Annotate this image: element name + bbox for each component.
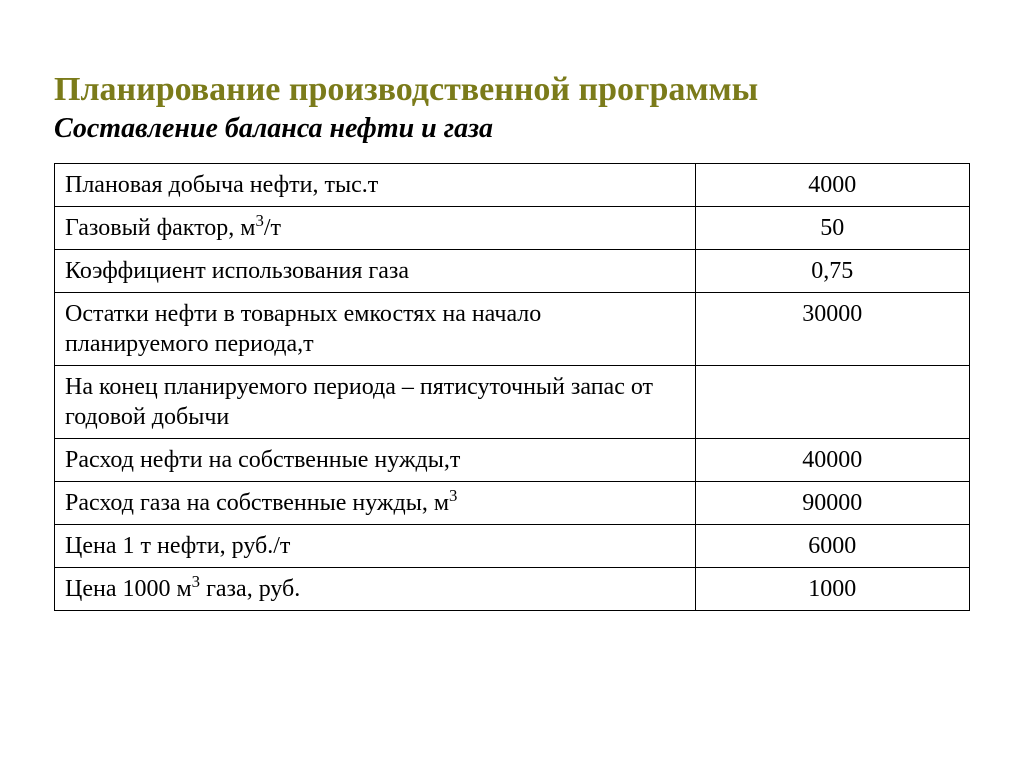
table-row: Остатки нефти в товарных емкостях на нач…	[55, 293, 970, 366]
table-row: Расход нефти на собственные нужды,т40000	[55, 439, 970, 482]
row-value: 50	[695, 207, 970, 250]
row-value: 40000	[695, 439, 970, 482]
balance-table: Плановая добыча нефти, тыс.т4000Газовый …	[54, 163, 970, 611]
table-row: Газовый фактор, м3/т50	[55, 207, 970, 250]
row-value: 6000	[695, 525, 970, 568]
row-value: 4000	[695, 164, 970, 207]
table-row: На конец планируемого периода – пятисуто…	[55, 366, 970, 439]
slide-title: Планирование производственной программы	[54, 70, 970, 109]
table-row: Цена 1000 м3 газа, руб.1000	[55, 568, 970, 611]
row-value: 30000	[695, 293, 970, 366]
row-label: Газовый фактор, м3/т	[55, 207, 696, 250]
row-label: Коэффициент использования газа	[55, 250, 696, 293]
row-value: 1000	[695, 568, 970, 611]
table-row: Плановая добыча нефти, тыс.т4000	[55, 164, 970, 207]
row-label: Плановая добыча нефти, тыс.т	[55, 164, 696, 207]
row-label: На конец планируемого периода – пятисуто…	[55, 366, 696, 439]
row-value: 0,75	[695, 250, 970, 293]
row-label: Цена 1 т нефти, руб./т	[55, 525, 696, 568]
slide-subtitle: Составление баланса нефти и газа	[54, 113, 970, 145]
slide: Планирование производственной программы …	[0, 0, 1024, 767]
row-value: 90000	[695, 482, 970, 525]
row-label: Остатки нефти в товарных емкостях на нач…	[55, 293, 696, 366]
row-label: Расход газа на собственные нужды, м3	[55, 482, 696, 525]
balance-table-body: Плановая добыча нефти, тыс.т4000Газовый …	[55, 164, 970, 611]
row-label: Расход нефти на собственные нужды,т	[55, 439, 696, 482]
table-row: Коэффициент использования газа0,75	[55, 250, 970, 293]
row-label: Цена 1000 м3 газа, руб.	[55, 568, 696, 611]
row-value	[695, 366, 970, 439]
table-row: Цена 1 т нефти, руб./т6000	[55, 525, 970, 568]
table-row: Расход газа на собственные нужды, м39000…	[55, 482, 970, 525]
